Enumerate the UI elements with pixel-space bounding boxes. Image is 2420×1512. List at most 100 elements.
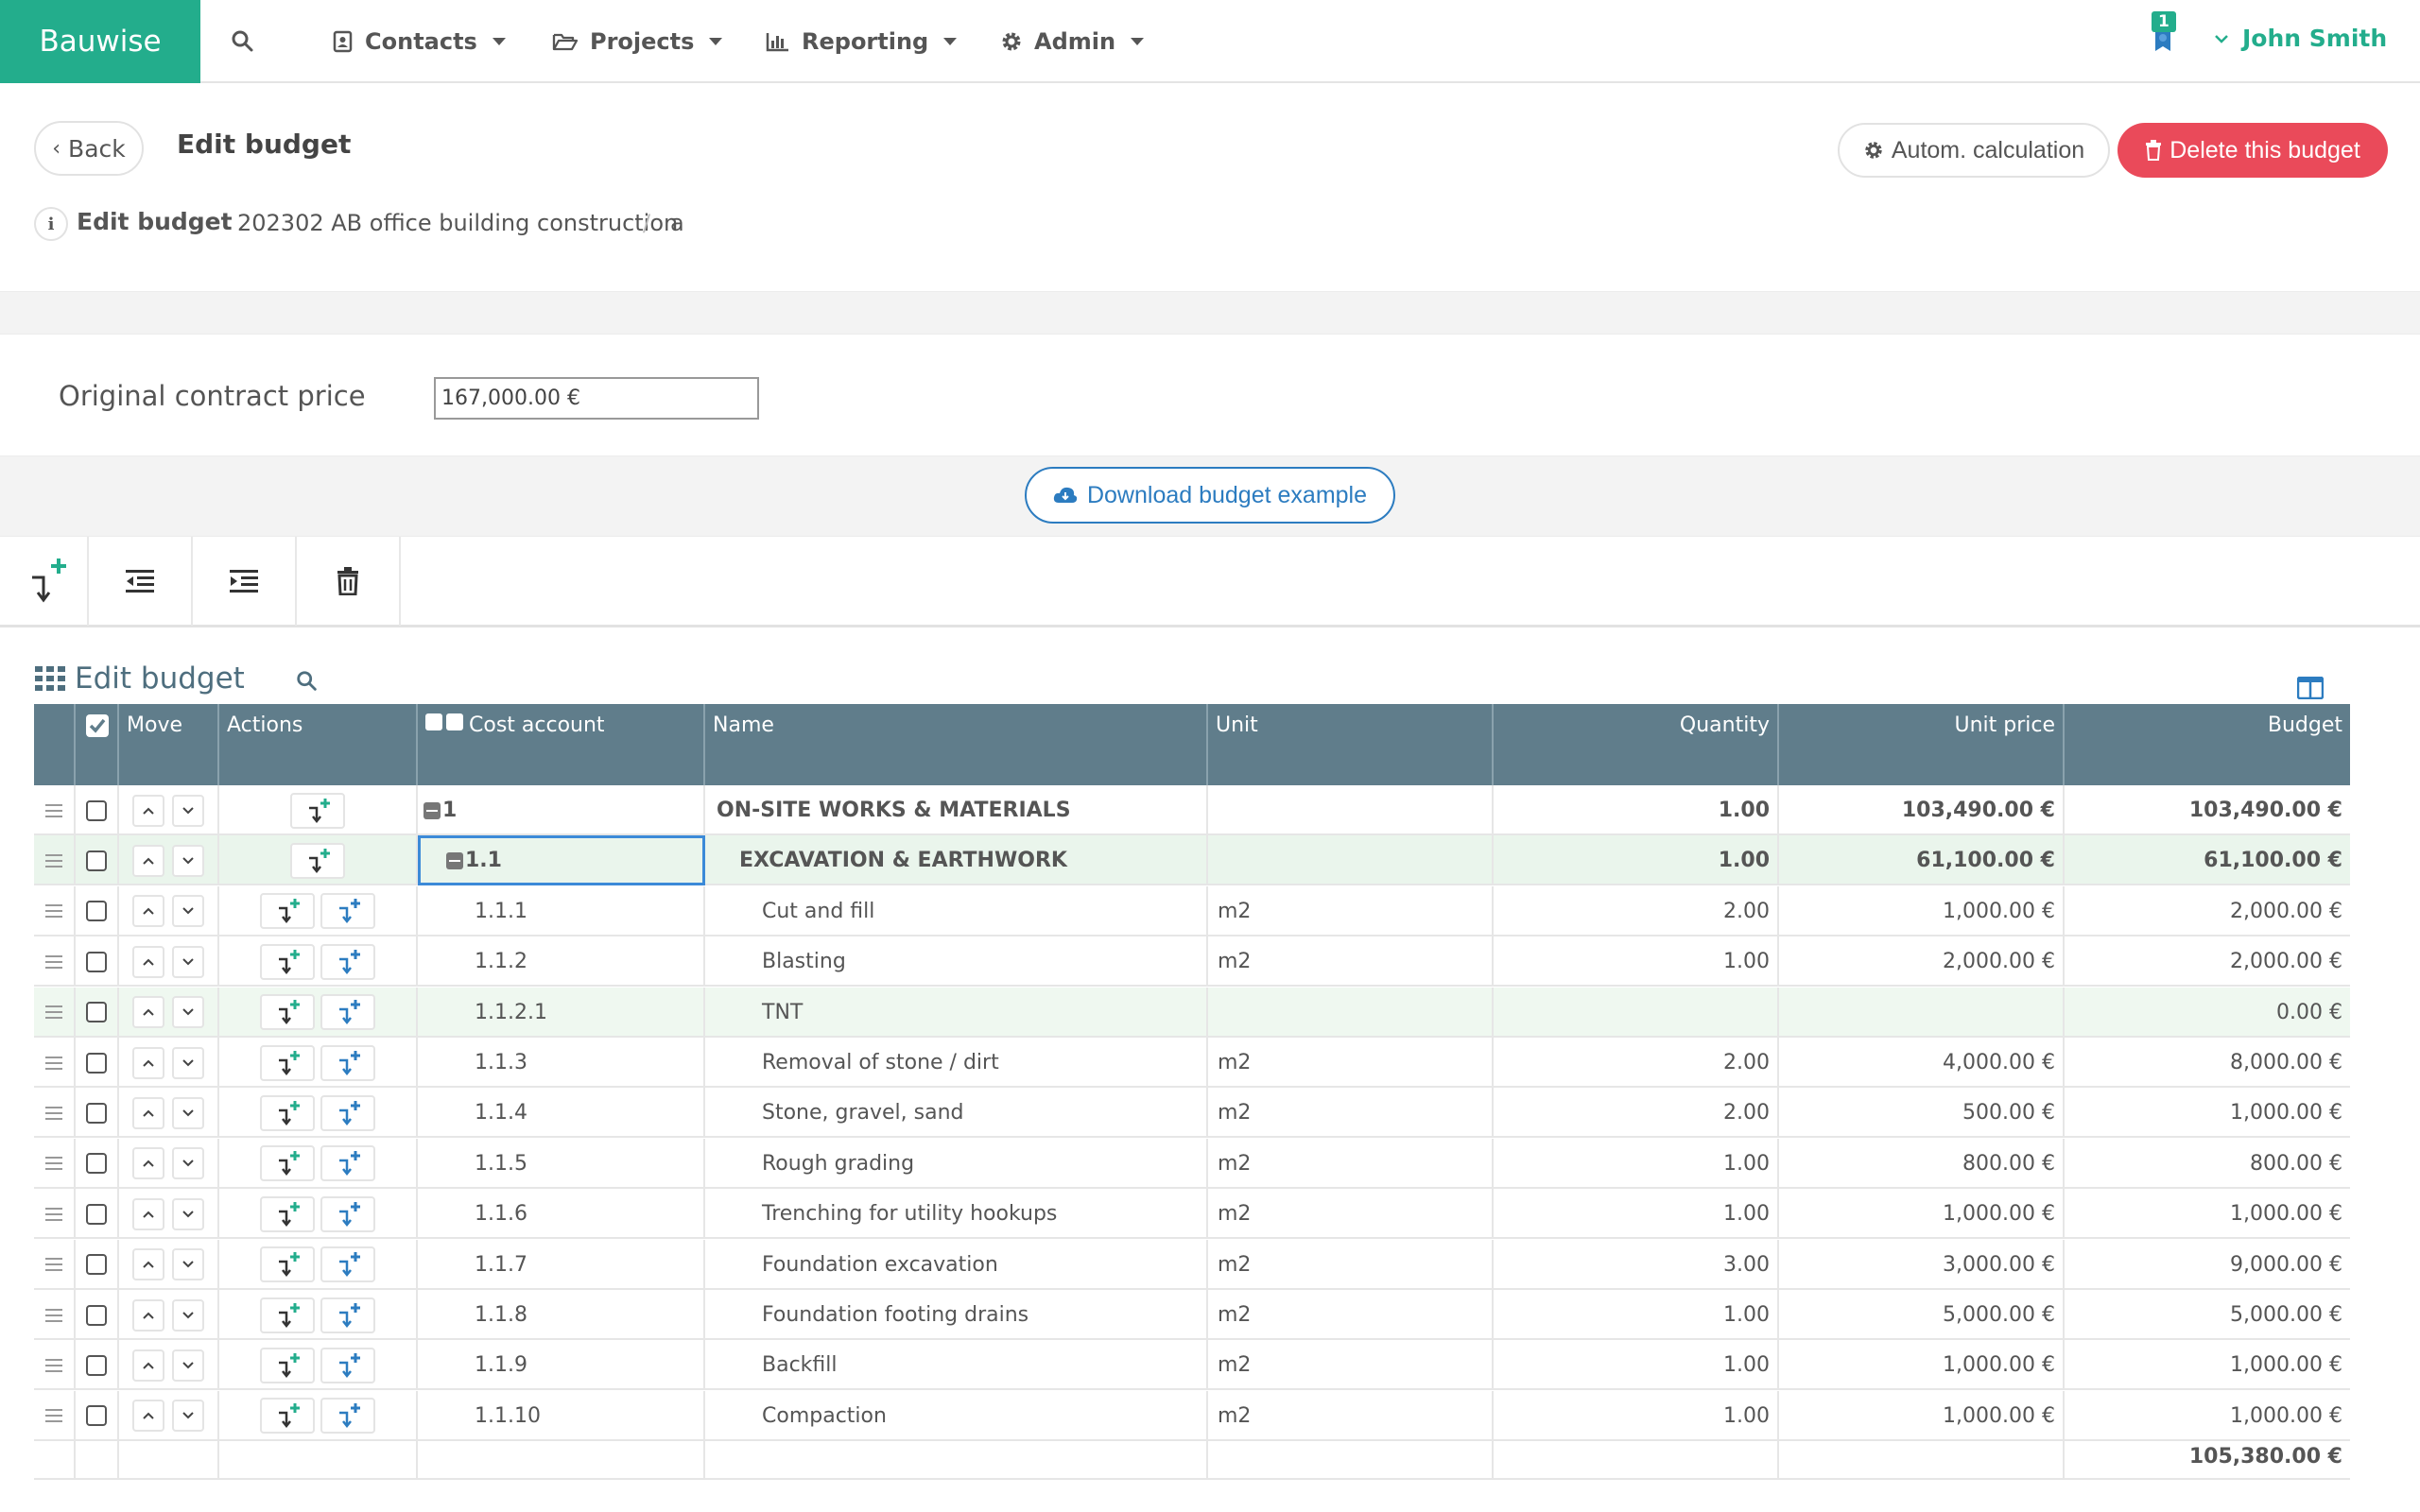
delete-rows-button[interactable] xyxy=(297,537,401,626)
unit-cell[interactable]: m2 xyxy=(1208,1340,1494,1391)
add-row-button[interactable] xyxy=(260,1195,315,1232)
cost-account-cell[interactable]: 1.1 xyxy=(418,835,705,886)
move-down-button[interactable] xyxy=(172,895,204,928)
ribbon-icon[interactable] xyxy=(2148,26,2178,59)
unit-cell[interactable] xyxy=(1208,987,1494,1038)
move-down-button[interactable] xyxy=(172,1248,204,1281)
add-row-button[interactable] xyxy=(260,943,315,980)
move-down-button[interactable] xyxy=(172,1147,204,1180)
name-cell[interactable]: EXCAVATION & EARTHWORK xyxy=(705,835,1208,886)
drag-handle-icon[interactable] xyxy=(44,803,63,818)
search-icon[interactable] xyxy=(295,669,320,694)
move-up-button[interactable] xyxy=(132,1248,164,1281)
move-down-button[interactable] xyxy=(172,1096,204,1129)
contract-price-input[interactable] xyxy=(434,377,759,420)
add-row-button[interactable] xyxy=(0,537,89,626)
unit-price-cell[interactable]: 1,000.00 € xyxy=(1779,1390,2065,1441)
name-cell[interactable]: Foundation excavation xyxy=(705,1239,1208,1290)
row-checkbox[interactable] xyxy=(86,1405,107,1427)
nav-reporting[interactable]: Reporting xyxy=(766,23,958,60)
cost-account-cell[interactable]: 1.1.4 xyxy=(418,1088,705,1139)
row-checkbox[interactable] xyxy=(86,1052,107,1074)
add-row-button[interactable] xyxy=(260,1094,315,1131)
quantity-cell[interactable]: 1.00 xyxy=(1494,1189,1779,1240)
table-row[interactable]: 1.1.5 Rough grading m2 1.00 800.00 €800.00 € xyxy=(34,1138,2350,1189)
row-checkbox[interactable] xyxy=(86,1002,107,1023)
cost-account-cell[interactable]: 1.1.2.1 xyxy=(418,987,705,1038)
table-row[interactable]: 1.1.2.1 TNT 0.00 € xyxy=(34,987,2350,1038)
add-row-button[interactable] xyxy=(260,1145,315,1182)
drag-handle-icon[interactable] xyxy=(44,1156,63,1171)
add-child-row-button[interactable] xyxy=(320,1195,375,1232)
quantity-cell[interactable]: 1.00 xyxy=(1494,1340,1779,1391)
drag-handle-icon[interactable] xyxy=(44,1207,63,1222)
cost-account-cell[interactable]: 1.1.3 xyxy=(418,1038,705,1088)
unit-price-cell[interactable]: 103,490.00 € xyxy=(1779,785,2065,835)
cost-account-cell[interactable]: 1.1.5 xyxy=(418,1138,705,1189)
unit-price-cell[interactable]: 3,000.00 € xyxy=(1779,1239,2065,1290)
quantity-cell[interactable]: 1.00 xyxy=(1494,835,1779,886)
add-child-row-button[interactable] xyxy=(320,1044,375,1081)
cost-account-cell[interactable]: 1.1.6 xyxy=(418,1189,705,1240)
row-checkbox[interactable] xyxy=(86,901,107,922)
row-checkbox[interactable] xyxy=(86,1304,107,1326)
add-child-row-button[interactable] xyxy=(320,1398,375,1435)
move-up-button[interactable] xyxy=(132,1046,164,1079)
name-cell[interactable]: Blasting xyxy=(705,936,1208,988)
cost-account-cell[interactable]: 1.1.7 xyxy=(418,1239,705,1290)
collapse-row-icon[interactable] xyxy=(424,801,441,819)
add-child-row-button[interactable] xyxy=(320,1246,375,1283)
quantity-cell[interactable] xyxy=(1494,987,1779,1038)
drag-handle-icon[interactable] xyxy=(44,1257,63,1272)
column-header-quantity[interactable]: Quantity xyxy=(1494,704,1779,785)
table-row[interactable]: 1.1.7 Foundation excavation m2 3.00 3,000.00… xyxy=(34,1239,2350,1290)
quantity-cell[interactable]: 1.00 xyxy=(1494,1390,1779,1441)
add-row-button[interactable] xyxy=(260,1398,315,1435)
add-row-button[interactable] xyxy=(260,893,315,930)
nav-contacts[interactable]: Contacts xyxy=(333,23,506,60)
row-checkbox[interactable] xyxy=(86,1354,107,1376)
collapse-all-icon[interactable] xyxy=(425,713,442,730)
cost-account-cell[interactable]: 1.1.1 xyxy=(418,885,705,936)
table-row[interactable]: 1.1.1 Cut and fill m2 2.00 1,000.00 € 2,000.0… xyxy=(34,885,2350,936)
move-down-button[interactable] xyxy=(172,1400,204,1433)
unit-price-cell[interactable]: 500.00 € xyxy=(1779,1088,2065,1139)
name-cell[interactable]: Foundation footing drains xyxy=(705,1290,1208,1340)
unit-cell[interactable] xyxy=(1208,835,1494,886)
unit-price-cell[interactable]: 1,000.00 € xyxy=(1779,1189,2065,1240)
unit-price-cell[interactable]: 1,000.00 € xyxy=(1779,885,2065,936)
row-checkbox[interactable] xyxy=(86,1153,107,1175)
move-up-button[interactable] xyxy=(132,1197,164,1230)
drag-handle-icon[interactable] xyxy=(44,1308,63,1323)
table-row[interactable]: 1.1.9 Backfill m2 1.00 1,000.00 €1,000.00 € xyxy=(34,1340,2350,1391)
add-child-row-button[interactable] xyxy=(320,1347,375,1383)
nav-admin[interactable]: Admin xyxy=(1000,23,1145,60)
move-up-button[interactable] xyxy=(132,844,164,877)
quantity-cell[interactable]: 1.00 xyxy=(1494,1290,1779,1340)
name-cell[interactable]: Stone, gravel, sand xyxy=(705,1088,1208,1139)
move-down-button[interactable] xyxy=(172,945,204,978)
drag-handle-icon[interactable] xyxy=(44,1408,63,1423)
add-child-row-button[interactable] xyxy=(320,1297,375,1333)
unit-cell[interactable]: m2 xyxy=(1208,1189,1494,1240)
add-row-button[interactable] xyxy=(290,842,345,879)
add-row-button[interactable] xyxy=(290,792,345,829)
move-up-button[interactable] xyxy=(132,1400,164,1433)
cost-account-cell[interactable]: 1.1.2 xyxy=(418,936,705,988)
unit-price-cell[interactable]: 61,100.00 € xyxy=(1779,835,2065,886)
column-header-cost-account[interactable]: Cost account xyxy=(418,704,705,785)
move-down-button[interactable] xyxy=(172,1197,204,1230)
name-cell[interactable]: Rough grading xyxy=(705,1138,1208,1189)
drag-handle-icon[interactable] xyxy=(44,1106,63,1121)
move-down-button[interactable] xyxy=(172,996,204,1029)
table-row[interactable]: 1.1.3 Removal of stone / dirt m2 2.00 4,000.… xyxy=(34,1038,2350,1088)
move-up-button[interactable] xyxy=(132,895,164,928)
cost-account-cell[interactable]: 1.1.9 xyxy=(418,1340,705,1391)
select-all-checkbox[interactable] xyxy=(76,704,119,785)
add-child-row-button[interactable] xyxy=(320,943,375,980)
outdent-button[interactable] xyxy=(89,537,193,626)
quantity-cell[interactable]: 2.00 xyxy=(1494,1088,1779,1139)
quantity-cell[interactable]: 2.00 xyxy=(1494,1038,1779,1088)
name-cell[interactable]: Removal of stone / dirt xyxy=(705,1038,1208,1088)
quantity-cell[interactable]: 2.00 xyxy=(1494,885,1779,936)
